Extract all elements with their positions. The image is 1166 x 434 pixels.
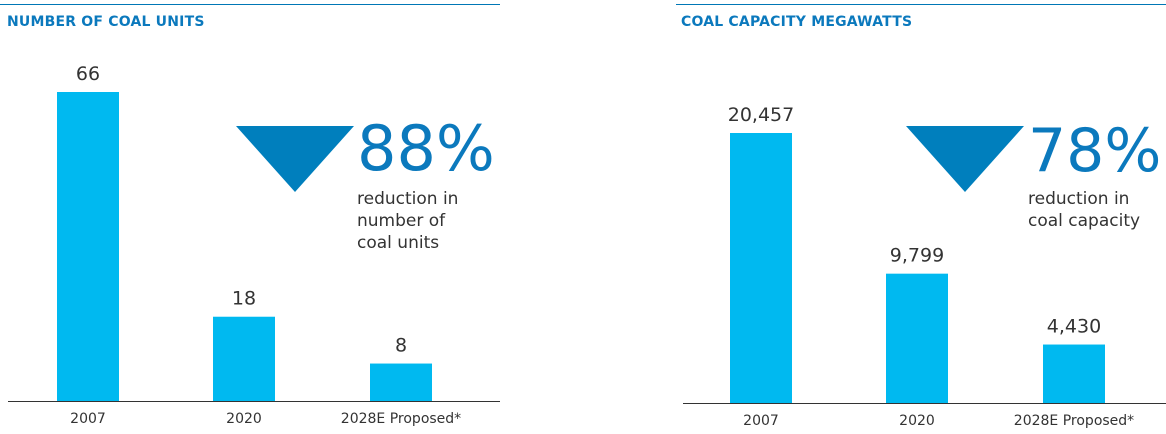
data-label: 9,799 xyxy=(890,245,944,267)
reduction-caption: reduction in coal capacity xyxy=(1028,189,1141,231)
bar-2028e xyxy=(370,363,432,401)
coal-units-chart: 66 2007 18 2020 8 2028E Proposed* xyxy=(8,63,500,427)
coal-units-panel: NUMBER OF COAL UNITS 66 2007 18 2020 8 2028E … xyxy=(0,0,500,434)
data-label: 66 xyxy=(76,63,100,85)
bar-2020 xyxy=(213,316,275,401)
x-tick-label: 2020 xyxy=(226,411,262,427)
reduction-percent: 88% xyxy=(357,112,495,185)
x-tick-label: 2028E Proposed* xyxy=(1014,413,1134,429)
chart-title: NUMBER OF COAL UNITS xyxy=(7,14,205,30)
coal-capacity-panel: COAL CAPACITY MEGAWATTS 20,457 2007 9,799 2… xyxy=(676,0,1166,434)
data-label: 4,430 xyxy=(1047,316,1101,338)
chart-title: COAL CAPACITY MEGAWATTS xyxy=(681,14,913,30)
title-rule xyxy=(676,4,1166,5)
data-label: 20,457 xyxy=(728,104,794,126)
x-tick-label: 2007 xyxy=(743,413,779,429)
title-rule xyxy=(0,4,500,5)
down-arrow-icon xyxy=(236,126,354,192)
x-tick-label: 2007 xyxy=(70,411,106,427)
bar-2007 xyxy=(730,133,792,403)
reduction-caption: reduction in number of coal units xyxy=(357,189,459,253)
reduction-percent: 78% xyxy=(1028,116,1162,186)
x-tick-label: 2020 xyxy=(899,413,935,429)
bar-2007 xyxy=(57,92,119,401)
coal-capacity-chart: 20,457 2007 9,799 2020 4,430 2028E Proposed* xyxy=(683,104,1166,429)
data-label: 18 xyxy=(232,288,256,310)
down-arrow-icon xyxy=(906,126,1024,192)
bar-2028e xyxy=(1043,344,1105,403)
data-label: 8 xyxy=(395,335,407,357)
bar-2020 xyxy=(886,273,948,403)
x-tick-label: 2028E Proposed* xyxy=(341,411,461,427)
